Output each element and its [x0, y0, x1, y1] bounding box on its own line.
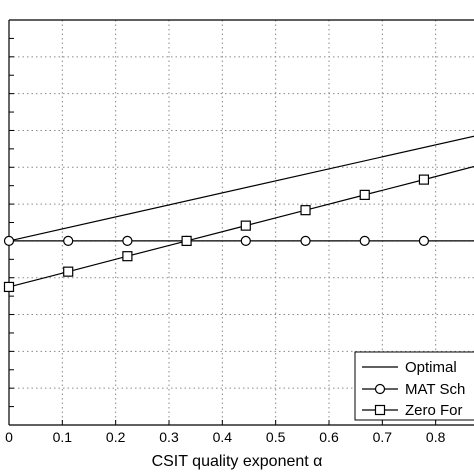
data-point-circle — [240, 235, 251, 247]
series-mat-sch — [3, 235, 474, 247]
data-point-circle — [300, 235, 311, 247]
legend-label: Optimal — [405, 359, 457, 376]
x-axis-label: CSIT quality exponent α — [152, 453, 323, 470]
x-tick-label: 0.8 — [426, 429, 446, 445]
x-tick-label: 0.3 — [159, 429, 179, 445]
x-tick-label: 0.5 — [266, 429, 286, 445]
x-tick-label: 0.2 — [106, 429, 126, 445]
legend-label: MAT Sch — [405, 381, 465, 398]
data-point-circle — [418, 235, 430, 247]
x-ticks: 0 0.1 0.2 0.3 0.4 0.5 0.6 0.7 0.8 — [5, 420, 446, 445]
x-tick-label: 0.1 — [53, 429, 73, 445]
series-zero-for — [3, 165, 474, 293]
data-point-square — [181, 235, 192, 247]
legend-marker-square — [374, 404, 386, 416]
data-point-square — [418, 174, 430, 185]
data-point-square — [300, 205, 311, 216]
data-point-circle — [63, 235, 74, 247]
data-point-square — [359, 189, 370, 200]
legend-box — [354, 351, 474, 421]
legend: Optimal MAT Sch Zero For — [354, 351, 474, 421]
series-line — [8, 135, 474, 242]
series-optimal — [8, 135, 474, 242]
x-tick-label: 0.7 — [373, 429, 393, 445]
legend-label: Zero For — [405, 402, 463, 419]
data-point-square — [240, 220, 251, 231]
x-tick-label: 0.6 — [319, 429, 339, 445]
legend-marker-circle — [374, 383, 386, 395]
series — [3, 135, 474, 293]
y-ticks — [9, 19, 14, 426]
x-tick-label: 0.4 — [213, 429, 233, 445]
data-point-circle — [359, 235, 370, 247]
x-tick-label: 0 — [5, 429, 13, 445]
data-point-square — [63, 266, 74, 277]
data-point-circle — [3, 235, 15, 247]
data-point-circle — [122, 235, 133, 247]
data-point-square — [122, 251, 133, 262]
data-point-square — [3, 281, 15, 293]
